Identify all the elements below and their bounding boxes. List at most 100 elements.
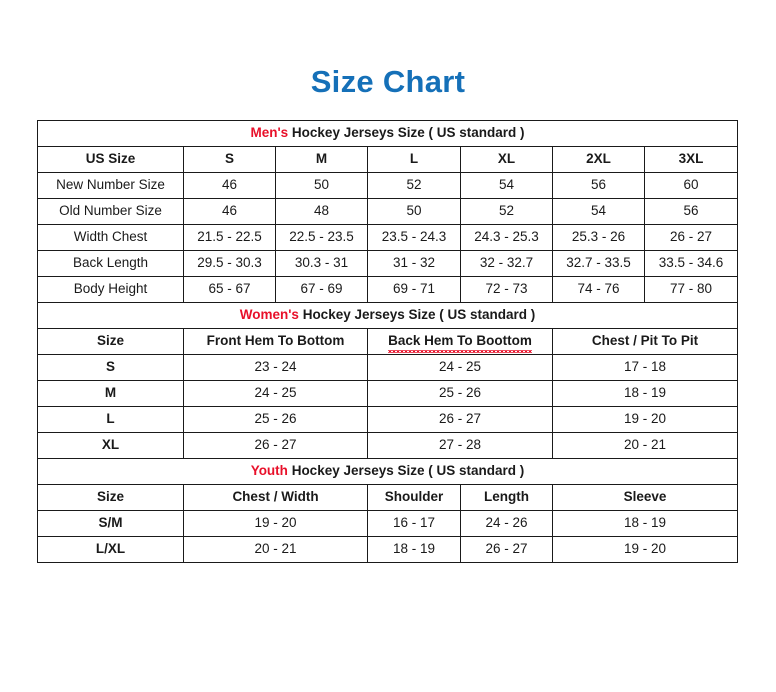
mens-cell-back-length-3xl: 33.5 - 34.6 xyxy=(644,250,738,277)
youth-cell-lxl-sleeve: 19 - 20 xyxy=(552,536,738,563)
mens-cell-old-number-size-2xl: 54 xyxy=(552,198,645,225)
mens-cell-body-height-m: 67 - 69 xyxy=(275,276,368,303)
table-row: S/M 19 - 20 16 - 17 24 - 26 18 - 19 xyxy=(37,510,738,537)
mens-col-header-m: M xyxy=(275,146,368,173)
mens-row-label-old-number-size: Old Number Size xyxy=(37,198,184,225)
table-row: S 23 - 24 24 - 25 17 - 18 xyxy=(37,354,738,381)
mens-col-header-us-size: US Size xyxy=(37,146,184,173)
youth-row-label-sm: S/M xyxy=(37,510,184,537)
mens-cell-width-chest-xl: 24.3 - 25.3 xyxy=(460,224,553,251)
youth-cell-sm-sleeve: 18 - 19 xyxy=(552,510,738,537)
womens-cell-m-front-hem: 24 - 25 xyxy=(183,380,368,407)
mens-cell-back-length-2xl: 32.7 - 33.5 xyxy=(552,250,645,277)
table-row: M 24 - 25 25 - 26 18 - 19 xyxy=(37,380,738,407)
mens-cell-width-chest-2xl: 25.3 - 26 xyxy=(552,224,645,251)
womens-cell-xl-chest: 20 - 21 xyxy=(552,432,738,459)
womens-section-heading: Women's Hockey Jerseys Size ( US standar… xyxy=(37,302,738,329)
table-row: L 25 - 26 26 - 27 19 - 20 xyxy=(37,406,738,433)
mens-cell-old-number-size-l: 50 xyxy=(367,198,461,225)
table-row: L/XL 20 - 21 18 - 19 26 - 27 19 - 20 xyxy=(37,536,738,563)
mens-cell-new-number-size-3xl: 60 xyxy=(644,172,738,199)
youth-heading-rest: Hockey Jerseys Size ( US standard ) xyxy=(287,463,525,479)
mens-row-label-width-chest: Width Chest xyxy=(37,224,184,251)
youth-section-heading: Youth Hockey Jerseys Size ( US standard … xyxy=(37,458,738,485)
misspelled-word-highlight: Back Hem To Boottom xyxy=(388,333,532,353)
mens-cell-new-number-size-s: 46 xyxy=(183,172,276,199)
mens-column-header-row: US Size S M L XL 2XL 3XL xyxy=(37,146,738,173)
mens-col-header-xl: XL xyxy=(460,146,553,173)
page-title: Size Chart xyxy=(310,64,466,99)
womens-col-header-chest-pit-to-pit: Chest / Pit To Pit xyxy=(552,328,738,355)
mens-cell-body-height-l: 69 - 71 xyxy=(367,276,461,303)
mens-cell-back-length-l: 31 - 32 xyxy=(367,250,461,277)
mens-cell-back-length-xl: 32 - 32.7 xyxy=(460,250,553,277)
womens-cell-l-back-hem: 26 - 27 xyxy=(367,406,553,433)
womens-col-header-size: Size xyxy=(37,328,184,355)
womens-cell-s-front-hem: 23 - 24 xyxy=(183,354,368,381)
youth-section-header-row: Youth Hockey Jerseys Size ( US standard … xyxy=(37,458,738,485)
mens-col-header-3xl: 3XL xyxy=(644,146,738,173)
mens-cell-new-number-size-l: 52 xyxy=(367,172,461,199)
womens-cell-l-chest: 19 - 20 xyxy=(552,406,738,433)
youth-cell-sm-shoulder: 16 - 17 xyxy=(367,510,461,537)
womens-row-label-s: S xyxy=(37,354,184,381)
mens-cell-width-chest-l: 23.5 - 24.3 xyxy=(367,224,461,251)
mens-cell-body-height-xl: 72 - 73 xyxy=(460,276,553,303)
mens-col-header-l: L xyxy=(367,146,461,173)
womens-cell-m-back-hem: 25 - 26 xyxy=(367,380,553,407)
youth-cell-lxl-length: 26 - 27 xyxy=(460,536,553,563)
youth-column-header-row: Size Chest / Width Shoulder Length Sleev… xyxy=(37,484,738,511)
table-row: Width Chest 21.5 - 22.5 22.5 - 23.5 23.5… xyxy=(37,224,738,251)
womens-cell-xl-back-hem: 27 - 28 xyxy=(367,432,553,459)
mens-cell-old-number-size-m: 48 xyxy=(275,198,368,225)
mens-cell-old-number-size-3xl: 56 xyxy=(644,198,738,225)
mens-row-label-back-length: Back Length xyxy=(37,250,184,277)
mens-cell-width-chest-m: 22.5 - 23.5 xyxy=(275,224,368,251)
youth-col-header-length: Length xyxy=(460,484,553,511)
size-chart-table: Men's Hockey Jerseys Size ( US standard … xyxy=(37,120,738,563)
mens-cell-new-number-size-2xl: 56 xyxy=(552,172,645,199)
mens-col-header-2xl: 2XL xyxy=(552,146,645,173)
mens-cell-new-number-size-m: 50 xyxy=(275,172,368,199)
mens-cell-back-length-m: 30.3 - 31 xyxy=(275,250,368,277)
mens-cell-body-height-2xl: 74 - 76 xyxy=(552,276,645,303)
table-row: Body Height 65 - 67 67 - 69 69 - 71 72 -… xyxy=(37,276,738,303)
womens-heading-accent: Women's xyxy=(239,307,299,323)
womens-cell-xl-front-hem: 26 - 27 xyxy=(183,432,368,459)
youth-cell-lxl-shoulder: 18 - 19 xyxy=(367,536,461,563)
womens-row-label-m: M xyxy=(37,380,184,407)
womens-col-header-back-hem-to-bottom: Back Hem To Boottom xyxy=(367,328,553,355)
womens-cell-m-chest: 18 - 19 xyxy=(552,380,738,407)
womens-column-header-row: Size Front Hem To Bottom Back Hem To Boo… xyxy=(37,328,738,355)
mens-cell-body-height-3xl: 77 - 80 xyxy=(644,276,738,303)
mens-heading-rest: Hockey Jerseys Size ( US standard ) xyxy=(288,125,525,141)
mens-cell-width-chest-3xl: 26 - 27 xyxy=(644,224,738,251)
table-row: New Number Size 46 50 52 54 56 60 xyxy=(37,172,738,199)
size-chart-table-wrapper: Men's Hockey Jerseys Size ( US standard … xyxy=(37,120,738,563)
womens-row-label-l: L xyxy=(37,406,184,433)
table-row: Back Length 29.5 - 30.3 30.3 - 31 31 - 3… xyxy=(37,250,738,277)
youth-col-header-size: Size xyxy=(37,484,184,511)
youth-cell-sm-length: 24 - 26 xyxy=(460,510,553,537)
youth-cell-sm-chest-width: 19 - 20 xyxy=(183,510,368,537)
youth-col-header-sleeve: Sleeve xyxy=(552,484,738,511)
youth-heading-accent: Youth xyxy=(250,463,288,479)
womens-col-header-front-hem-to-bottom: Front Hem To Bottom xyxy=(183,328,368,355)
mens-section-heading: Men's Hockey Jerseys Size ( US standard … xyxy=(37,120,738,147)
womens-cell-s-chest: 17 - 18 xyxy=(552,354,738,381)
womens-cell-s-back-hem: 24 - 25 xyxy=(367,354,553,381)
table-row: Old Number Size 46 48 50 52 54 56 xyxy=(37,198,738,225)
mens-cell-old-number-size-s: 46 xyxy=(183,198,276,225)
mens-cell-old-number-size-xl: 52 xyxy=(460,198,553,225)
mens-cell-width-chest-s: 21.5 - 22.5 xyxy=(183,224,276,251)
youth-cell-lxl-chest-width: 20 - 21 xyxy=(183,536,368,563)
youth-row-label-lxl: L/XL xyxy=(37,536,184,563)
mens-row-label-body-height: Body Height xyxy=(37,276,184,303)
table-row: XL 26 - 27 27 - 28 20 - 21 xyxy=(37,432,738,459)
mens-col-header-s: S xyxy=(183,146,276,173)
mens-cell-new-number-size-xl: 54 xyxy=(460,172,553,199)
mens-row-label-new-number-size: New Number Size xyxy=(37,172,184,199)
womens-cell-l-front-hem: 25 - 26 xyxy=(183,406,368,433)
womens-row-label-xl: XL xyxy=(37,432,184,459)
